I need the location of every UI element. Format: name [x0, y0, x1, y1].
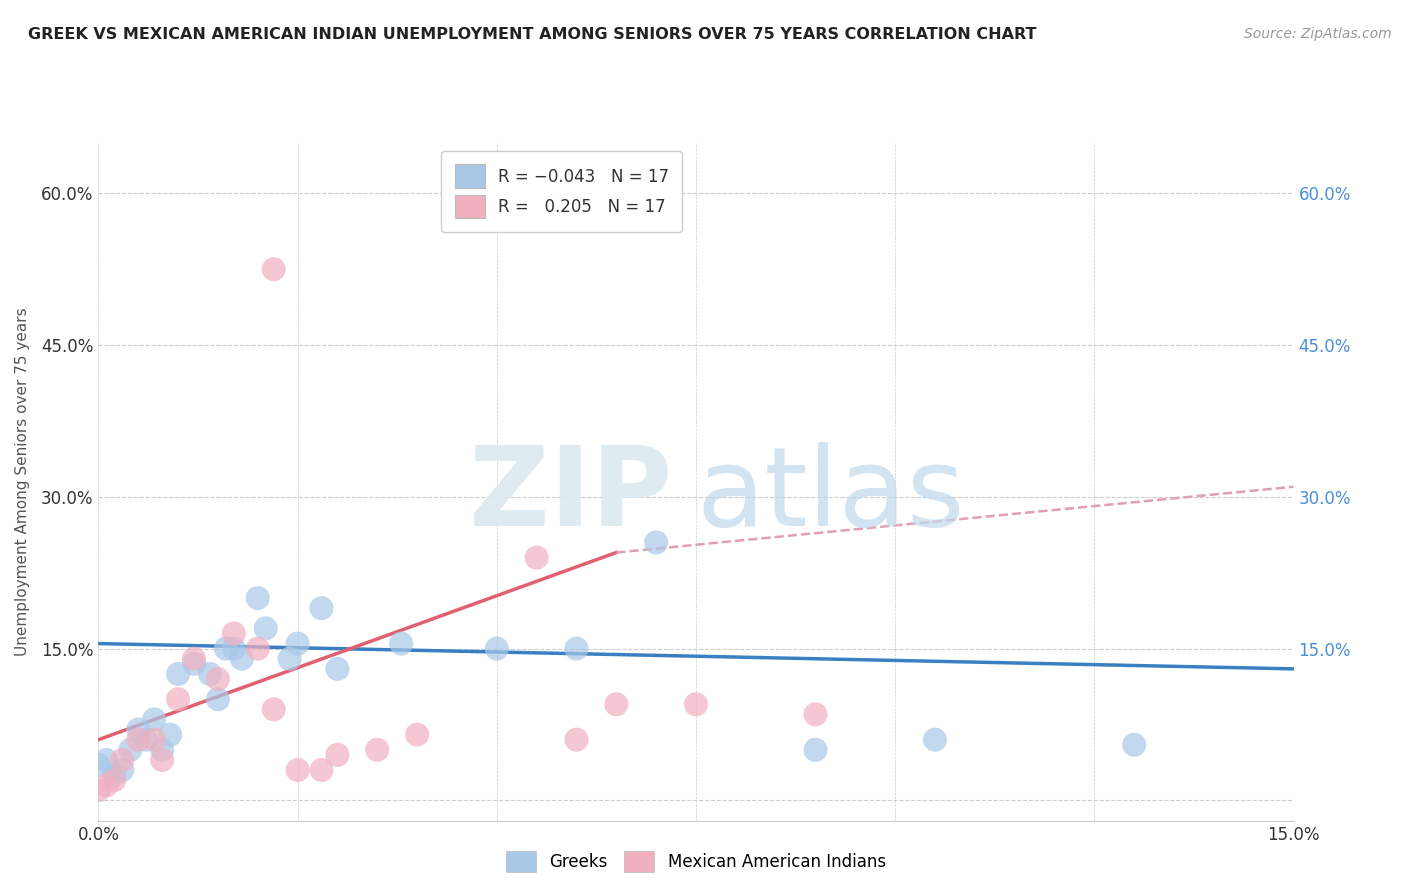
- Point: [804, 707, 827, 722]
- Point: [311, 763, 333, 777]
- Point: [526, 550, 548, 565]
- Point: [605, 698, 627, 712]
- Point: [1123, 738, 1146, 752]
- Point: [565, 732, 588, 747]
- Point: [565, 641, 588, 656]
- Point: [103, 773, 125, 788]
- Point: [685, 698, 707, 712]
- Point: [127, 732, 149, 747]
- Point: [485, 641, 508, 656]
- Point: [167, 692, 190, 706]
- Point: [366, 743, 388, 757]
- Point: [222, 626, 245, 640]
- Point: [143, 713, 166, 727]
- Text: atlas: atlas: [696, 442, 965, 549]
- Point: [263, 702, 285, 716]
- Point: [645, 535, 668, 549]
- Point: [263, 262, 285, 277]
- Point: [143, 732, 166, 747]
- Point: [278, 652, 301, 666]
- Point: [198, 667, 221, 681]
- Point: [207, 692, 229, 706]
- Point: [87, 783, 110, 797]
- Point: [246, 591, 269, 605]
- Point: [159, 728, 181, 742]
- Point: [150, 743, 173, 757]
- Point: [111, 753, 134, 767]
- Y-axis label: Unemployment Among Seniors over 75 years: Unemployment Among Seniors over 75 years: [15, 308, 30, 656]
- Text: GREEK VS MEXICAN AMERICAN INDIAN UNEMPLOYMENT AMONG SENIORS OVER 75 YEARS CORREL: GREEK VS MEXICAN AMERICAN INDIAN UNEMPLO…: [28, 27, 1036, 42]
- Point: [222, 641, 245, 656]
- Text: ZIP: ZIP: [468, 442, 672, 549]
- Point: [127, 723, 149, 737]
- Point: [287, 636, 309, 650]
- Point: [103, 768, 125, 782]
- Point: [804, 743, 827, 757]
- Point: [311, 601, 333, 615]
- Point: [326, 662, 349, 676]
- Point: [287, 763, 309, 777]
- Point: [246, 641, 269, 656]
- Point: [389, 636, 412, 650]
- Point: [96, 753, 118, 767]
- Point: [96, 778, 118, 792]
- Point: [87, 758, 110, 772]
- Text: Source: ZipAtlas.com: Source: ZipAtlas.com: [1244, 27, 1392, 41]
- Point: [120, 743, 142, 757]
- Point: [183, 652, 205, 666]
- Point: [150, 753, 173, 767]
- Legend: Greeks, Mexican American Indians: Greeks, Mexican American Indians: [498, 843, 894, 880]
- Point: [135, 732, 157, 747]
- Point: [183, 657, 205, 671]
- Point: [207, 672, 229, 686]
- Point: [111, 763, 134, 777]
- Point: [231, 652, 253, 666]
- Point: [254, 621, 277, 635]
- Point: [406, 728, 429, 742]
- Point: [326, 747, 349, 762]
- Point: [167, 667, 190, 681]
- Point: [215, 641, 238, 656]
- Point: [924, 732, 946, 747]
